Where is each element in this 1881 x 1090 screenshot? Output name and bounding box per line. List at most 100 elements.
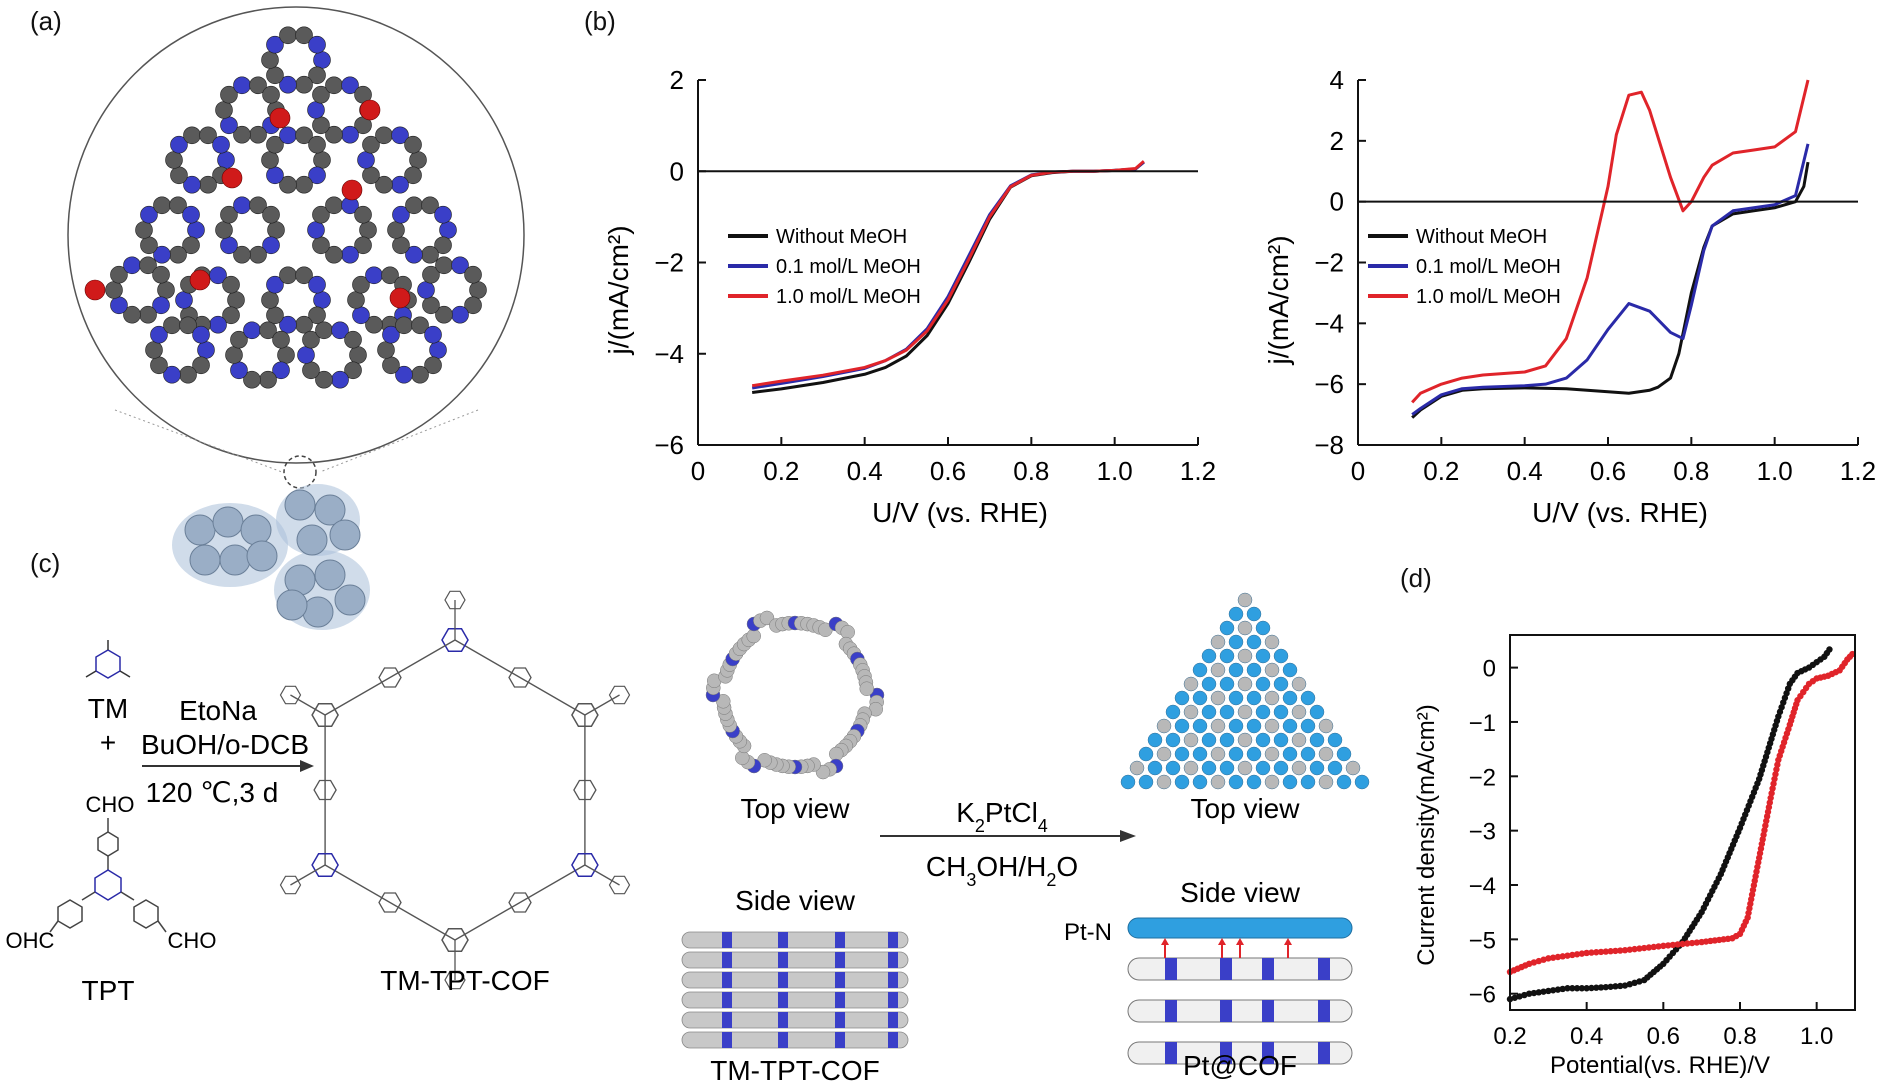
atom — [262, 85, 280, 104]
triazine-stripe — [1318, 1042, 1330, 1064]
oxygen-atom — [84, 279, 106, 301]
pt-sphere — [1228, 606, 1244, 622]
atom — [170, 135, 188, 154]
cof-layer — [1127, 1041, 1353, 1065]
atom — [352, 275, 370, 294]
y-tick-label: −2 — [654, 248, 684, 278]
pt-sphere — [1318, 718, 1334, 734]
side-view-left-model — [681, 931, 909, 1049]
atom — [165, 151, 183, 169]
data-point — [1674, 941, 1681, 948]
data-point — [1626, 980, 1633, 988]
atom — [405, 196, 423, 215]
atom — [157, 281, 175, 299]
data-point — [1554, 986, 1562, 993]
pt-sphere — [1219, 620, 1235, 636]
pt-sphere — [1192, 746, 1208, 762]
atom — [197, 341, 215, 359]
triazine-stripe — [1318, 1000, 1330, 1022]
atom — [325, 76, 343, 95]
atom — [352, 306, 370, 325]
pt-sphere — [1300, 746, 1316, 762]
atom — [297, 346, 315, 364]
atom — [362, 135, 380, 154]
panel-label-a: (a) — [30, 6, 62, 36]
atom — [261, 51, 279, 69]
triazine-stripe — [778, 1032, 788, 1048]
pt-sphere — [1138, 746, 1154, 762]
pt-sphere — [1228, 634, 1244, 650]
data-point — [1516, 993, 1523, 1000]
cho-top: CHO — [86, 792, 135, 817]
atom — [279, 266, 297, 285]
data-point — [1640, 944, 1648, 952]
pt-sphere — [1165, 732, 1181, 748]
atom — [312, 236, 330, 255]
atom — [308, 166, 326, 185]
atom — [375, 126, 393, 145]
atom — [233, 196, 251, 215]
pt-sphere — [1228, 662, 1244, 678]
atom — [150, 356, 168, 375]
atom — [308, 66, 326, 85]
atom — [279, 175, 297, 194]
atom — [215, 101, 233, 119]
atom — [139, 256, 157, 275]
data-point — [1636, 978, 1643, 985]
atom — [331, 321, 349, 340]
data-point — [1664, 942, 1672, 949]
tm-molecule — [85, 640, 131, 679]
cof-layer — [681, 1031, 909, 1049]
y-tick-label: 2 — [670, 65, 684, 95]
pt-sphere — [1291, 704, 1307, 720]
triazine-stripe — [1220, 1000, 1232, 1022]
data-point — [1767, 794, 1774, 802]
atom — [140, 205, 158, 224]
pt-sphere — [1237, 704, 1253, 720]
chart-d-xlabel: Potential(vs. RHE)/V — [1550, 1052, 1770, 1079]
data-point — [1583, 949, 1590, 957]
y-tick-label: 2 — [1330, 126, 1344, 156]
atom — [325, 245, 343, 264]
pt-sphere — [1210, 662, 1226, 678]
atom — [391, 175, 409, 194]
pt-sphere — [1309, 732, 1325, 748]
synthesis-scheme: TM + EtoNa BuOH/o-DCB 120 ℃,3 d CHO OHC … — [6, 590, 1370, 1086]
atom — [153, 245, 171, 264]
y-tick-label: −2 — [1469, 764, 1496, 791]
atom — [110, 296, 128, 315]
y-tick-label: −8 — [1314, 430, 1344, 460]
tm-label: TM — [88, 693, 128, 724]
atom — [302, 361, 320, 380]
particle-sphere — [334, 584, 366, 616]
atom — [259, 321, 277, 340]
atom — [365, 266, 383, 285]
atom — [110, 265, 128, 284]
x-tick-label: 0 — [1351, 456, 1365, 486]
particle-sphere — [240, 514, 272, 546]
triazine-stripe — [722, 1032, 732, 1048]
pt-sphere — [1264, 718, 1280, 734]
atom — [308, 35, 326, 54]
atom — [435, 256, 453, 275]
atom — [261, 151, 279, 169]
side-view-right-label: Side view — [1180, 877, 1301, 908]
data-point — [1684, 940, 1691, 947]
atom — [308, 135, 326, 154]
pt-sphere — [1201, 648, 1217, 664]
data-point — [1525, 960, 1533, 968]
atom — [222, 275, 240, 294]
data-point — [1593, 949, 1600, 956]
particle-sphere — [184, 514, 216, 546]
atom — [308, 306, 326, 325]
plus-sign: + — [100, 727, 116, 758]
data-point — [1669, 941, 1677, 949]
particle-sphere — [246, 540, 278, 572]
pt-sphere — [1201, 732, 1217, 748]
particle-sphere — [329, 519, 361, 551]
atom — [267, 221, 285, 239]
data-point — [1564, 985, 1571, 992]
atom — [266, 306, 284, 325]
atom — [295, 126, 313, 145]
pt-sphere — [1210, 746, 1226, 762]
